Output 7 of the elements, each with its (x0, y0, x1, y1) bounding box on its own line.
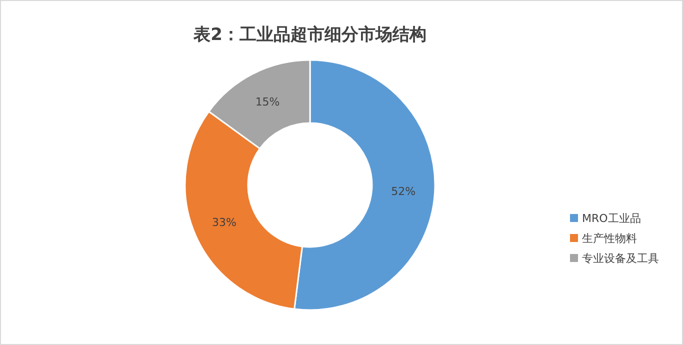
chart-title: 表2：工业品超市细分市场结构 (192, 25, 426, 45)
legend-label: MRO工业品 (582, 212, 641, 225)
data-label: 15% (255, 96, 280, 109)
legend-label: 生产性物料 (582, 232, 637, 245)
legend-label: 专业设备及工具 (582, 252, 659, 265)
data-label: 33% (212, 216, 236, 230)
data-label: 52% (391, 184, 416, 198)
